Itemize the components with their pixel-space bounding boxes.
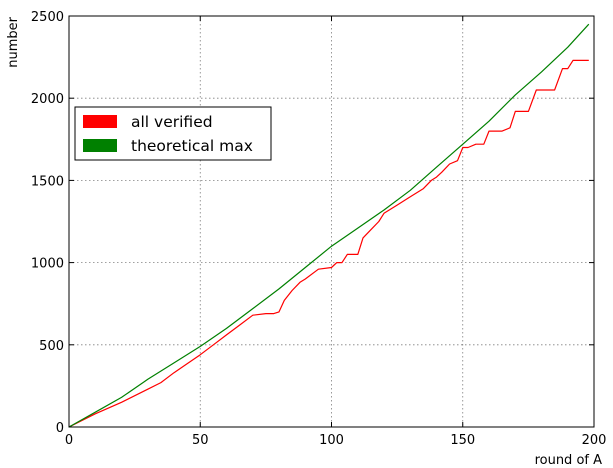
legend: all verified theoretical max [74, 106, 272, 161]
legend-label: all verified [131, 113, 213, 131]
x-axis-label: round of A [535, 453, 603, 468]
legend-swatch [83, 139, 117, 152]
y-tick-label: 1000 [31, 257, 64, 272]
y-tick-label: 1500 [31, 174, 64, 189]
y-tick-label: 0 [56, 421, 64, 436]
y-tick-label: 2500 [31, 10, 64, 25]
legend-label: theoretical max [131, 137, 253, 155]
x-tick-label: 50 [192, 433, 209, 448]
x-tick-label: 200 [582, 433, 607, 448]
y-tick-label: 2000 [31, 92, 64, 107]
series-line-all-verified [68, 59, 589, 428]
x-tick-label: 100 [319, 433, 344, 448]
series-lines [68, 23, 590, 428]
legend-swatch [83, 115, 117, 128]
series-line-theoretical-max [68, 23, 590, 428]
y-tick-label: 500 [39, 339, 64, 354]
x-tick-label: 150 [450, 433, 475, 448]
y-axis-label: number [6, 16, 21, 67]
x-tick-label: 0 [65, 433, 73, 448]
